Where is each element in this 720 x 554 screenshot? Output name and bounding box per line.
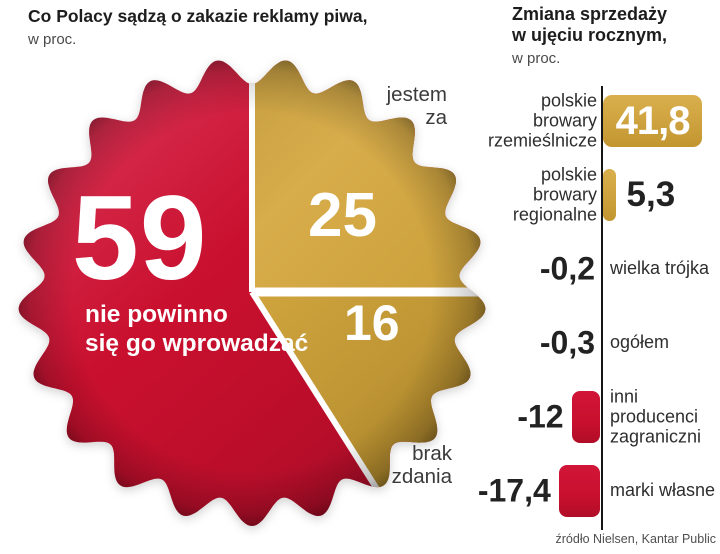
bar-value: 41,8 xyxy=(615,99,691,143)
bar-row: -12 inni producenci zagraniczni xyxy=(500,380,720,454)
bar-value: -12 xyxy=(517,398,564,435)
pie-header: Co Polacy sądzą o zakazie reklamy piwa, … xyxy=(28,6,367,48)
pie-label-jestem-za: jestem za xyxy=(386,83,447,129)
sales-bar-chart: 41,8 polskie browary rzemieślnicze 5,3 pols… xyxy=(478,80,720,532)
bar-value: 5,3 xyxy=(626,175,676,214)
bar-label: ogółem xyxy=(610,332,670,353)
cap-edge-shade xyxy=(18,60,486,526)
pie-value-16: 16 xyxy=(344,295,400,351)
bottle-cap-pie: 59 nie powinno się go wprowadzać 25 16 j… xyxy=(18,60,486,526)
bar-header: Zmiana sprzedaży w ujęciu rocznym, w pro… xyxy=(512,4,682,67)
bar-label: wielka trójka xyxy=(610,258,710,279)
bar-value: -0,2 xyxy=(539,250,595,287)
bar xyxy=(558,465,600,517)
pie-title: Co Polacy sądzą o zakazie reklamy piwa, xyxy=(28,6,368,26)
bar xyxy=(603,95,703,147)
bar-label: polskie browary regionalne xyxy=(512,164,597,224)
bar-value: -0,3 xyxy=(539,324,595,361)
pie-subtitle: w proc. xyxy=(28,30,77,48)
pie-value-59: 59 xyxy=(72,171,208,305)
bar-label: polskie browary rzemieślnicze xyxy=(487,90,597,150)
bar-row: 41,8 polskie browary rzemieślnicze xyxy=(488,84,720,158)
bar-label: marki własne xyxy=(610,480,716,501)
bar-axis xyxy=(601,86,603,530)
bar-label: inni producenci zagraniczni xyxy=(610,386,702,446)
bar-row: -17,4 marki własne xyxy=(478,454,720,528)
bar-row: -0,3 ogółem xyxy=(500,306,720,380)
bar-row: -0,2 wielka trójka xyxy=(500,232,720,306)
bar-value: -17,4 xyxy=(477,472,551,509)
bottle-cap-graphic xyxy=(18,60,486,526)
source-note: źródło Nielsen, Kantar Public xyxy=(555,532,717,546)
bar xyxy=(603,169,616,221)
bar-row: 5,3 polskie browary regionalne xyxy=(500,158,720,232)
bar xyxy=(571,391,600,443)
bar-subtitle: w proc. xyxy=(512,50,561,68)
pie-value-25: 25 xyxy=(308,181,377,250)
pie-label-inside: nie powinno się go wprowadzać xyxy=(85,301,309,357)
pie-label-brak-zdania: brak zdania xyxy=(391,442,452,488)
bar-title: Zmiana sprzedaży w ujęciu rocznym, xyxy=(512,4,668,46)
